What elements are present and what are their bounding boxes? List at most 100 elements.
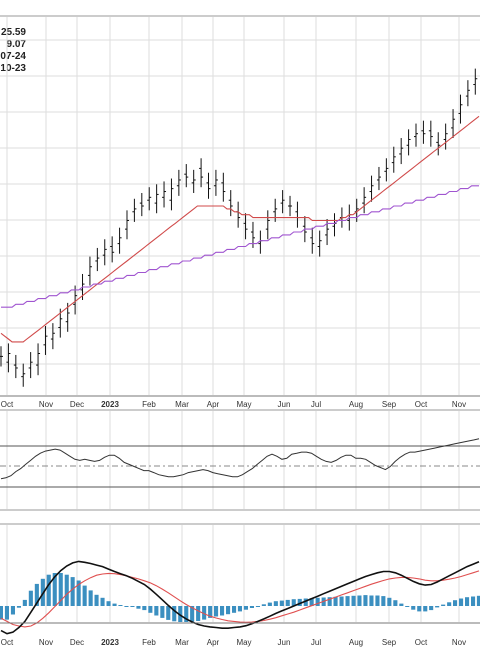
macd-histogram-bar xyxy=(255,606,260,607)
macd-histogram-bar xyxy=(465,597,470,606)
macd-histogram-bar xyxy=(4,606,9,620)
macd-histogram-bar xyxy=(357,595,362,606)
x-tick-label: Dec xyxy=(70,400,84,409)
macd-histogram-bar xyxy=(261,604,266,606)
macd-histogram-bar xyxy=(327,597,332,606)
macd-histogram-bar xyxy=(267,602,272,606)
macd-histogram-bar xyxy=(471,596,476,606)
macd-histogram-bar xyxy=(309,598,314,606)
macd-histogram-bar xyxy=(100,597,105,606)
macd-signal-line xyxy=(0,570,480,628)
macd-histogram-bar xyxy=(315,597,320,606)
macd-histogram-bar xyxy=(184,606,189,622)
x-tick-label: 2023 xyxy=(101,638,119,647)
x-tick-label: Jul xyxy=(311,638,321,647)
macd-histogram-bar xyxy=(387,597,392,606)
macd-histogram-bar xyxy=(70,577,75,606)
macd-histogram-bar xyxy=(339,596,344,606)
macd-histogram-bar xyxy=(381,596,386,606)
macd-histogram-bar xyxy=(345,596,350,606)
macd-histogram-bar xyxy=(285,599,290,606)
x-tick-label: Oct xyxy=(415,638,428,647)
x-tick-label: Jun xyxy=(278,400,291,409)
macd-histogram-bar xyxy=(351,595,356,606)
ma-long-line xyxy=(1,185,479,308)
macd-histogram-bar xyxy=(220,606,225,616)
macd-histogram-bar xyxy=(148,606,153,613)
x-tick-label: Apr xyxy=(207,400,220,409)
x-tick-label: Oct xyxy=(415,400,428,409)
macd-histogram-bar xyxy=(28,590,33,606)
oscillator-line xyxy=(0,438,480,480)
macd-histogram-bar xyxy=(46,574,51,606)
x-tick-label: Sep xyxy=(382,638,397,647)
x-tick-label: Apr xyxy=(207,638,220,647)
oscillator-grid xyxy=(6,411,460,509)
x-tick-label: Aug xyxy=(349,638,363,647)
header-value-close: 25.59 xyxy=(1,27,26,38)
x-axis-labels-bottom: Oct Nov Dec 2023 Feb Mar Apr May Jun Jul Aug Sep Oct… xyxy=(1,638,466,647)
macd-histogram-bar xyxy=(136,606,141,609)
macd-histogram-bar xyxy=(429,606,434,611)
price-bars xyxy=(0,68,478,387)
macd-histogram-bar xyxy=(476,595,480,606)
header-value-date-1: 07-24 xyxy=(0,51,26,62)
x-tick-label: Nov xyxy=(452,638,466,647)
macd-histogram-bar xyxy=(196,606,201,621)
macd-histogram-bar xyxy=(297,598,302,606)
ma-short-line xyxy=(0,115,480,343)
macd-histogram-bar xyxy=(447,602,452,606)
header-value-change: 9.07 xyxy=(7,39,27,50)
macd-histogram-bar xyxy=(453,600,458,606)
macd-histogram-bar xyxy=(279,600,284,606)
macd-histogram-bar xyxy=(459,598,464,606)
macd-histogram-bar xyxy=(172,606,177,622)
x-tick-label: Nov xyxy=(452,400,466,409)
macd-histogram-bar xyxy=(130,606,135,607)
macd-histogram-bar xyxy=(190,606,195,622)
macd-histogram-bar xyxy=(22,599,27,606)
x-tick-label: Feb xyxy=(142,400,156,409)
macd-histogram-bar xyxy=(154,606,159,616)
x-tick-label: May xyxy=(236,638,251,647)
macd-histogram-bar xyxy=(375,595,380,606)
macd-histogram-bar xyxy=(142,606,147,611)
x-tick-label: Aug xyxy=(349,400,363,409)
macd-histogram-bar xyxy=(243,606,248,610)
macd-histogram-bar xyxy=(333,596,338,606)
macd-histogram-bar xyxy=(226,606,231,615)
macd-histogram-bar xyxy=(178,606,183,622)
price-grid xyxy=(0,17,480,395)
macd-histogram-bar xyxy=(94,594,99,606)
header-value-date-2: 10-23 xyxy=(0,63,26,74)
x-tick-label: Nov xyxy=(39,638,53,647)
macd-histogram-bar xyxy=(399,603,404,606)
macd-histogram-bar xyxy=(10,606,15,615)
macd-histogram-bar xyxy=(411,606,416,610)
macd-histogram-bar xyxy=(393,600,398,606)
macd-histogram-bar xyxy=(118,605,123,606)
macd-histogram-bar xyxy=(112,603,117,606)
x-tick-label: Mar xyxy=(175,400,189,409)
macd-histogram-bar xyxy=(232,606,237,613)
macd-histogram-bar xyxy=(34,583,39,606)
macd-panel xyxy=(0,523,480,635)
x-tick-label: Sep xyxy=(382,400,397,409)
macd-histogram-bar xyxy=(106,601,111,606)
macd-histogram-bar xyxy=(124,606,129,607)
macd-histogram-bar xyxy=(214,606,219,617)
x-tick-label: 2023 xyxy=(101,400,119,409)
macd-histogram-bar xyxy=(16,606,21,608)
x-tick-label: Oct xyxy=(1,638,14,647)
x-tick-label: Oct xyxy=(1,400,14,409)
macd-histogram-bar xyxy=(166,606,171,620)
macd-histogram-bar xyxy=(435,606,440,608)
macd-histogram-bar xyxy=(405,606,410,607)
macd-histogram-bar xyxy=(88,590,93,606)
x-tick-label: Jun xyxy=(278,638,291,647)
x-tick-label: May xyxy=(236,400,251,409)
macd-histogram-bar xyxy=(208,606,213,618)
macd-histogram-bar xyxy=(273,601,278,606)
macd-histogram-bar xyxy=(417,606,422,612)
